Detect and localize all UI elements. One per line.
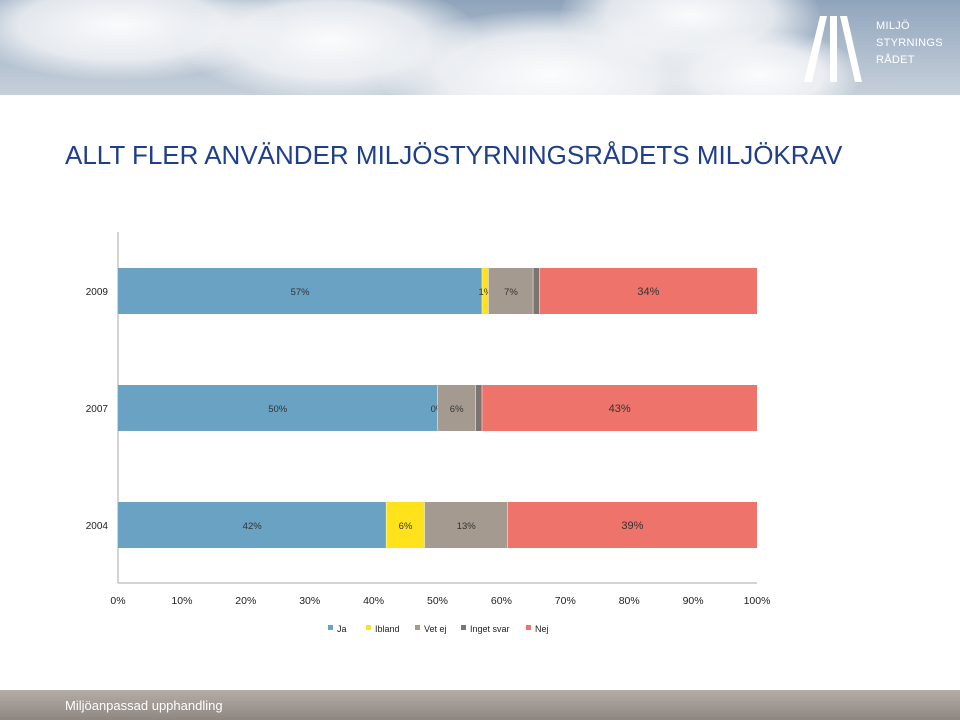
bar-segment [424,502,508,548]
x-tick-label: 20% [235,595,256,607]
legend-label: Nej [535,624,549,634]
bar-segment [482,385,757,431]
data-label: 6% [399,521,413,532]
logo-text-line-1: MILJÖ [876,20,910,32]
data-label: 50% [268,404,288,415]
legend-swatch [461,625,466,630]
legend-label: Vet ej [424,624,447,634]
data-label: 6% [450,404,464,415]
data-label: 13% [457,521,477,532]
logo-text-line-2: STYRNINGS [876,37,943,49]
slide-title: ALLT FLER ANVÄNDER MILJÖSTYRNINGSRÅDETS … [65,140,843,170]
bar-segment [118,502,387,548]
bar-segment [386,502,425,548]
x-tick-label: 60% [491,595,512,607]
data-label: 57% [291,287,311,298]
x-tick-label: 0% [110,595,125,607]
x-tick-label: 40% [363,595,384,607]
x-tick-label: 70% [555,595,576,607]
bar-segment [507,502,757,548]
x-tick-label: 90% [683,595,704,607]
bar-segment [118,268,483,314]
data-label: 43% [609,403,631,415]
bar-segment [437,385,476,431]
legend-swatch [366,625,371,630]
legend-label: Inget svar [470,624,510,634]
legend-swatch [328,625,333,630]
x-tick-label: 30% [299,595,320,607]
bar-segment [475,385,483,431]
category-label: 2004 [86,521,109,532]
legend-swatch [526,625,531,630]
footer-text: Miljöanpassad upphandling [65,698,223,713]
x-tick-label: 100% [744,595,771,607]
legend-label: Ja [337,624,347,634]
x-tick-label: 80% [619,595,640,607]
bar-segment [482,268,489,314]
logo-icon [804,16,862,82]
logo-text-line-3: RÅDET [876,54,915,66]
data-label: 7% [504,287,518,298]
footer-bar: Miljöanpassad upphandling [0,690,960,720]
header-banner: MILJÖ STYRNINGS RÅDET [0,0,960,95]
category-label: 2009 [86,287,109,298]
category-label: 2007 [86,404,109,415]
data-label: 39% [621,520,643,532]
bar-segment [539,268,757,314]
data-label: 34% [637,286,659,298]
bar-segment [533,268,540,314]
legend-swatch [415,625,420,630]
bar-segment [488,268,534,314]
data-label: 1% [479,287,493,298]
legend-label: Ibland [375,624,400,634]
x-tick-label: 50% [427,595,448,607]
bar-segment [118,385,438,431]
x-tick-label: 10% [171,595,192,607]
data-label: 42% [243,521,263,532]
